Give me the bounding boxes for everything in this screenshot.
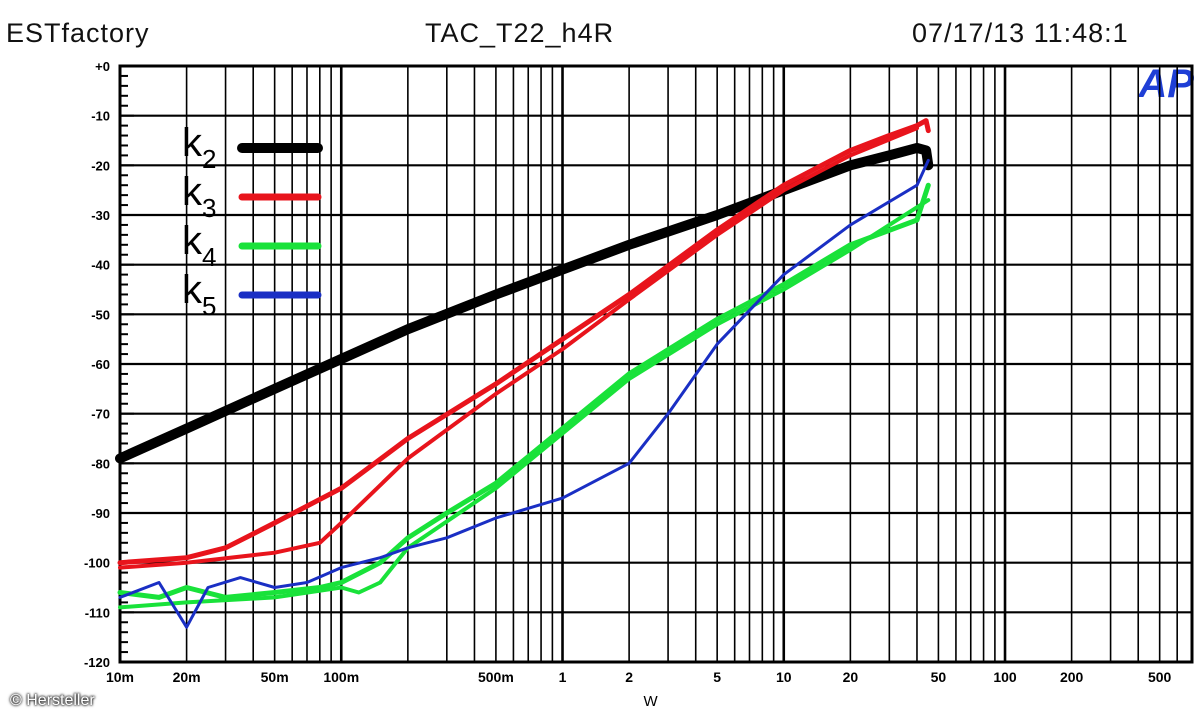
y-tick-label: -40	[91, 258, 110, 273]
y-tick-label: -110	[85, 605, 110, 620]
x-tick-label: 100	[993, 669, 1017, 685]
series-line-k4-return	[118, 198, 931, 610]
y-tick-label: -20	[91, 158, 110, 173]
x-tick-label: 2	[625, 669, 633, 685]
x-tick-label: 100m	[323, 669, 359, 685]
x-axis-label: W	[643, 693, 658, 710]
y-tick-label: -90	[91, 506, 110, 521]
y-tick-label: -80	[91, 456, 110, 471]
y-tick-label: -30	[91, 208, 110, 223]
x-tick-label: 10	[776, 669, 792, 685]
header-timestamp: 07/17/13 11:48:1	[912, 18, 1129, 48]
image-credit: © Hersteller	[10, 692, 95, 709]
y-tick-label: -70	[91, 407, 110, 422]
series-layer	[115, 118, 934, 629]
series-line-k2	[115, 142, 934, 464]
x-tick-label: 200	[1060, 669, 1084, 685]
x-tick-label: 20m	[173, 669, 201, 685]
x-tick-label: 500	[1148, 669, 1172, 685]
legend-subscript-k4: 4	[202, 242, 216, 272]
y-tick-label: -60	[91, 357, 110, 372]
legend-subscript-k2: 2	[202, 144, 216, 174]
x-tick-label: 10m	[106, 669, 134, 685]
y-tick-label: +0	[95, 59, 110, 74]
y-tick-label: -10	[91, 109, 110, 124]
series-line-k3	[117, 118, 931, 566]
x-tick-label: 500m	[478, 669, 514, 685]
brand-logo: AP	[1138, 62, 1194, 106]
header-app-name: ESTfactory	[6, 18, 150, 48]
series-line-k4	[117, 182, 931, 600]
y-tick-label: -100	[84, 556, 110, 571]
y-tick-label: -50	[91, 307, 110, 322]
x-tick-label: 20	[843, 669, 859, 685]
x-tick-label: 1	[559, 669, 567, 685]
series-line-k5	[118, 158, 930, 629]
header-chart-id: TAC_T22_h4R	[425, 18, 615, 48]
x-tick-label: 50	[931, 669, 947, 685]
axes: +0 -10 -20 -30 -40 -50 -60 -70 -80 -90 -100 -110 -12…	[84, 59, 1172, 710]
y-tick-label: -120	[84, 655, 110, 670]
series-line-k3-return	[118, 126, 919, 570]
x-tick-label: 5	[713, 669, 721, 685]
legend-subscript-k3: 3	[202, 193, 216, 223]
x-tick-label: 50m	[261, 669, 289, 685]
grid	[118, 64, 1194, 664]
legend-subscript-k5: 5	[202, 291, 216, 321]
